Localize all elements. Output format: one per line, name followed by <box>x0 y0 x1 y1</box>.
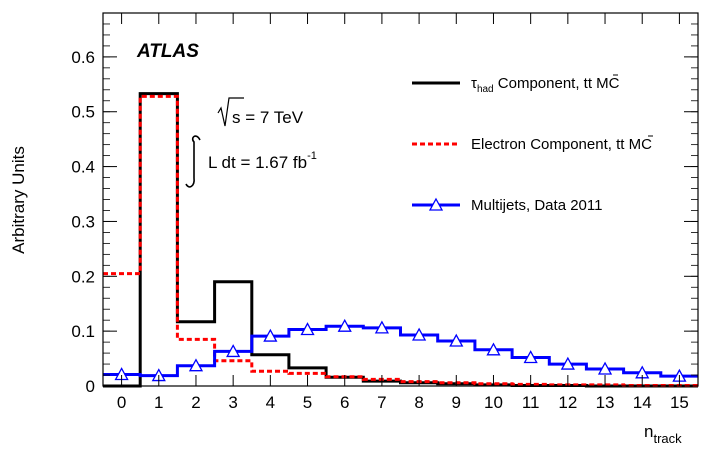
legend-label-electron: Electron Component, tt MC <box>471 136 652 153</box>
y-tick-label: 0.5 <box>71 103 95 122</box>
x-tick-label: 4 <box>266 393 275 412</box>
data-point-multijet <box>411 327 427 341</box>
data-point-multijet <box>597 361 613 375</box>
atlas-label: ATLAS <box>136 41 199 62</box>
data-point-multijet <box>449 333 464 347</box>
data-point-multijet <box>374 320 390 334</box>
plot-area <box>103 13 698 386</box>
y-tick-label: 0.2 <box>71 267 95 286</box>
y-tick-label: 0.3 <box>71 212 95 231</box>
data-point-multijet <box>226 344 241 358</box>
data-point-multijet <box>560 356 575 370</box>
legend-entry-electron: Electron Component, tt MC <box>412 135 653 153</box>
data-point-multijet <box>337 318 352 332</box>
plot-background <box>103 13 698 386</box>
x-tick-label: 5 <box>303 393 312 412</box>
legend-label-tau: τhad Component, tt MC <box>471 75 620 95</box>
x-tick-label: 8 <box>414 393 423 412</box>
data-point-multijet <box>523 350 538 364</box>
series-multijet <box>103 318 698 382</box>
x-tick-label: 1 <box>154 393 163 412</box>
series-line-multijet <box>103 324 698 378</box>
x-tick-label: 3 <box>228 393 237 412</box>
data-point-multijet <box>263 328 278 342</box>
data-point-multijet <box>300 322 315 336</box>
legend-label-multijet: Multijets, Data 2011 <box>471 197 602 214</box>
x-tick-label: 15 <box>670 393 689 412</box>
legend-marker-multijet <box>428 197 444 211</box>
y-tick-label: 0.1 <box>71 322 95 341</box>
y-axis-title: Arbitrary Units <box>9 146 28 254</box>
data-point-multijet <box>188 358 204 372</box>
x-tick-label: 7 <box>377 393 386 412</box>
x-tick-label: 6 <box>340 393 349 412</box>
y-tick-label: 0.6 <box>71 48 95 67</box>
x-tick-label: 11 <box>522 393 540 412</box>
y-tick-label: 0.4 <box>71 158 95 177</box>
legend: τhad Component, tt MC Electron Component… <box>412 74 653 214</box>
x-tick-label: 10 <box>484 393 503 412</box>
legend-entry-multijet: Multijets, Data 2011 <box>412 197 602 214</box>
energy-annotation: s = 7 TeV <box>217 97 304 127</box>
energy-label: s = 7 TeV <box>232 108 304 127</box>
legend-entry-tau: τhad Component, tt MC <box>412 74 620 95</box>
integral-icon <box>185 135 201 188</box>
x-tick-label: 14 <box>633 393 652 412</box>
x-tick-label: 2 <box>191 393 200 412</box>
x-tick-label: 12 <box>558 393 577 412</box>
luminosity-label: L dt = 1.67 fb-1 <box>208 150 317 172</box>
x-tick-label: 9 <box>452 393 461 412</box>
y-tick-label: 0 <box>86 377 95 396</box>
luminosity-annotation: L dt = 1.67 fb-1 <box>185 135 317 188</box>
x-tick-label: 13 <box>596 393 615 412</box>
data-point-multijet <box>486 342 501 356</box>
x-axis-title: ntrack <box>644 422 682 446</box>
x-tick-label: 0 <box>117 393 126 412</box>
sqrt-icon <box>217 97 244 127</box>
axes: 00.10.20.30.40.50.60 1 2 3 4 5 6 7 8 9 10 11 12 13 14 1… <box>71 12 699 412</box>
